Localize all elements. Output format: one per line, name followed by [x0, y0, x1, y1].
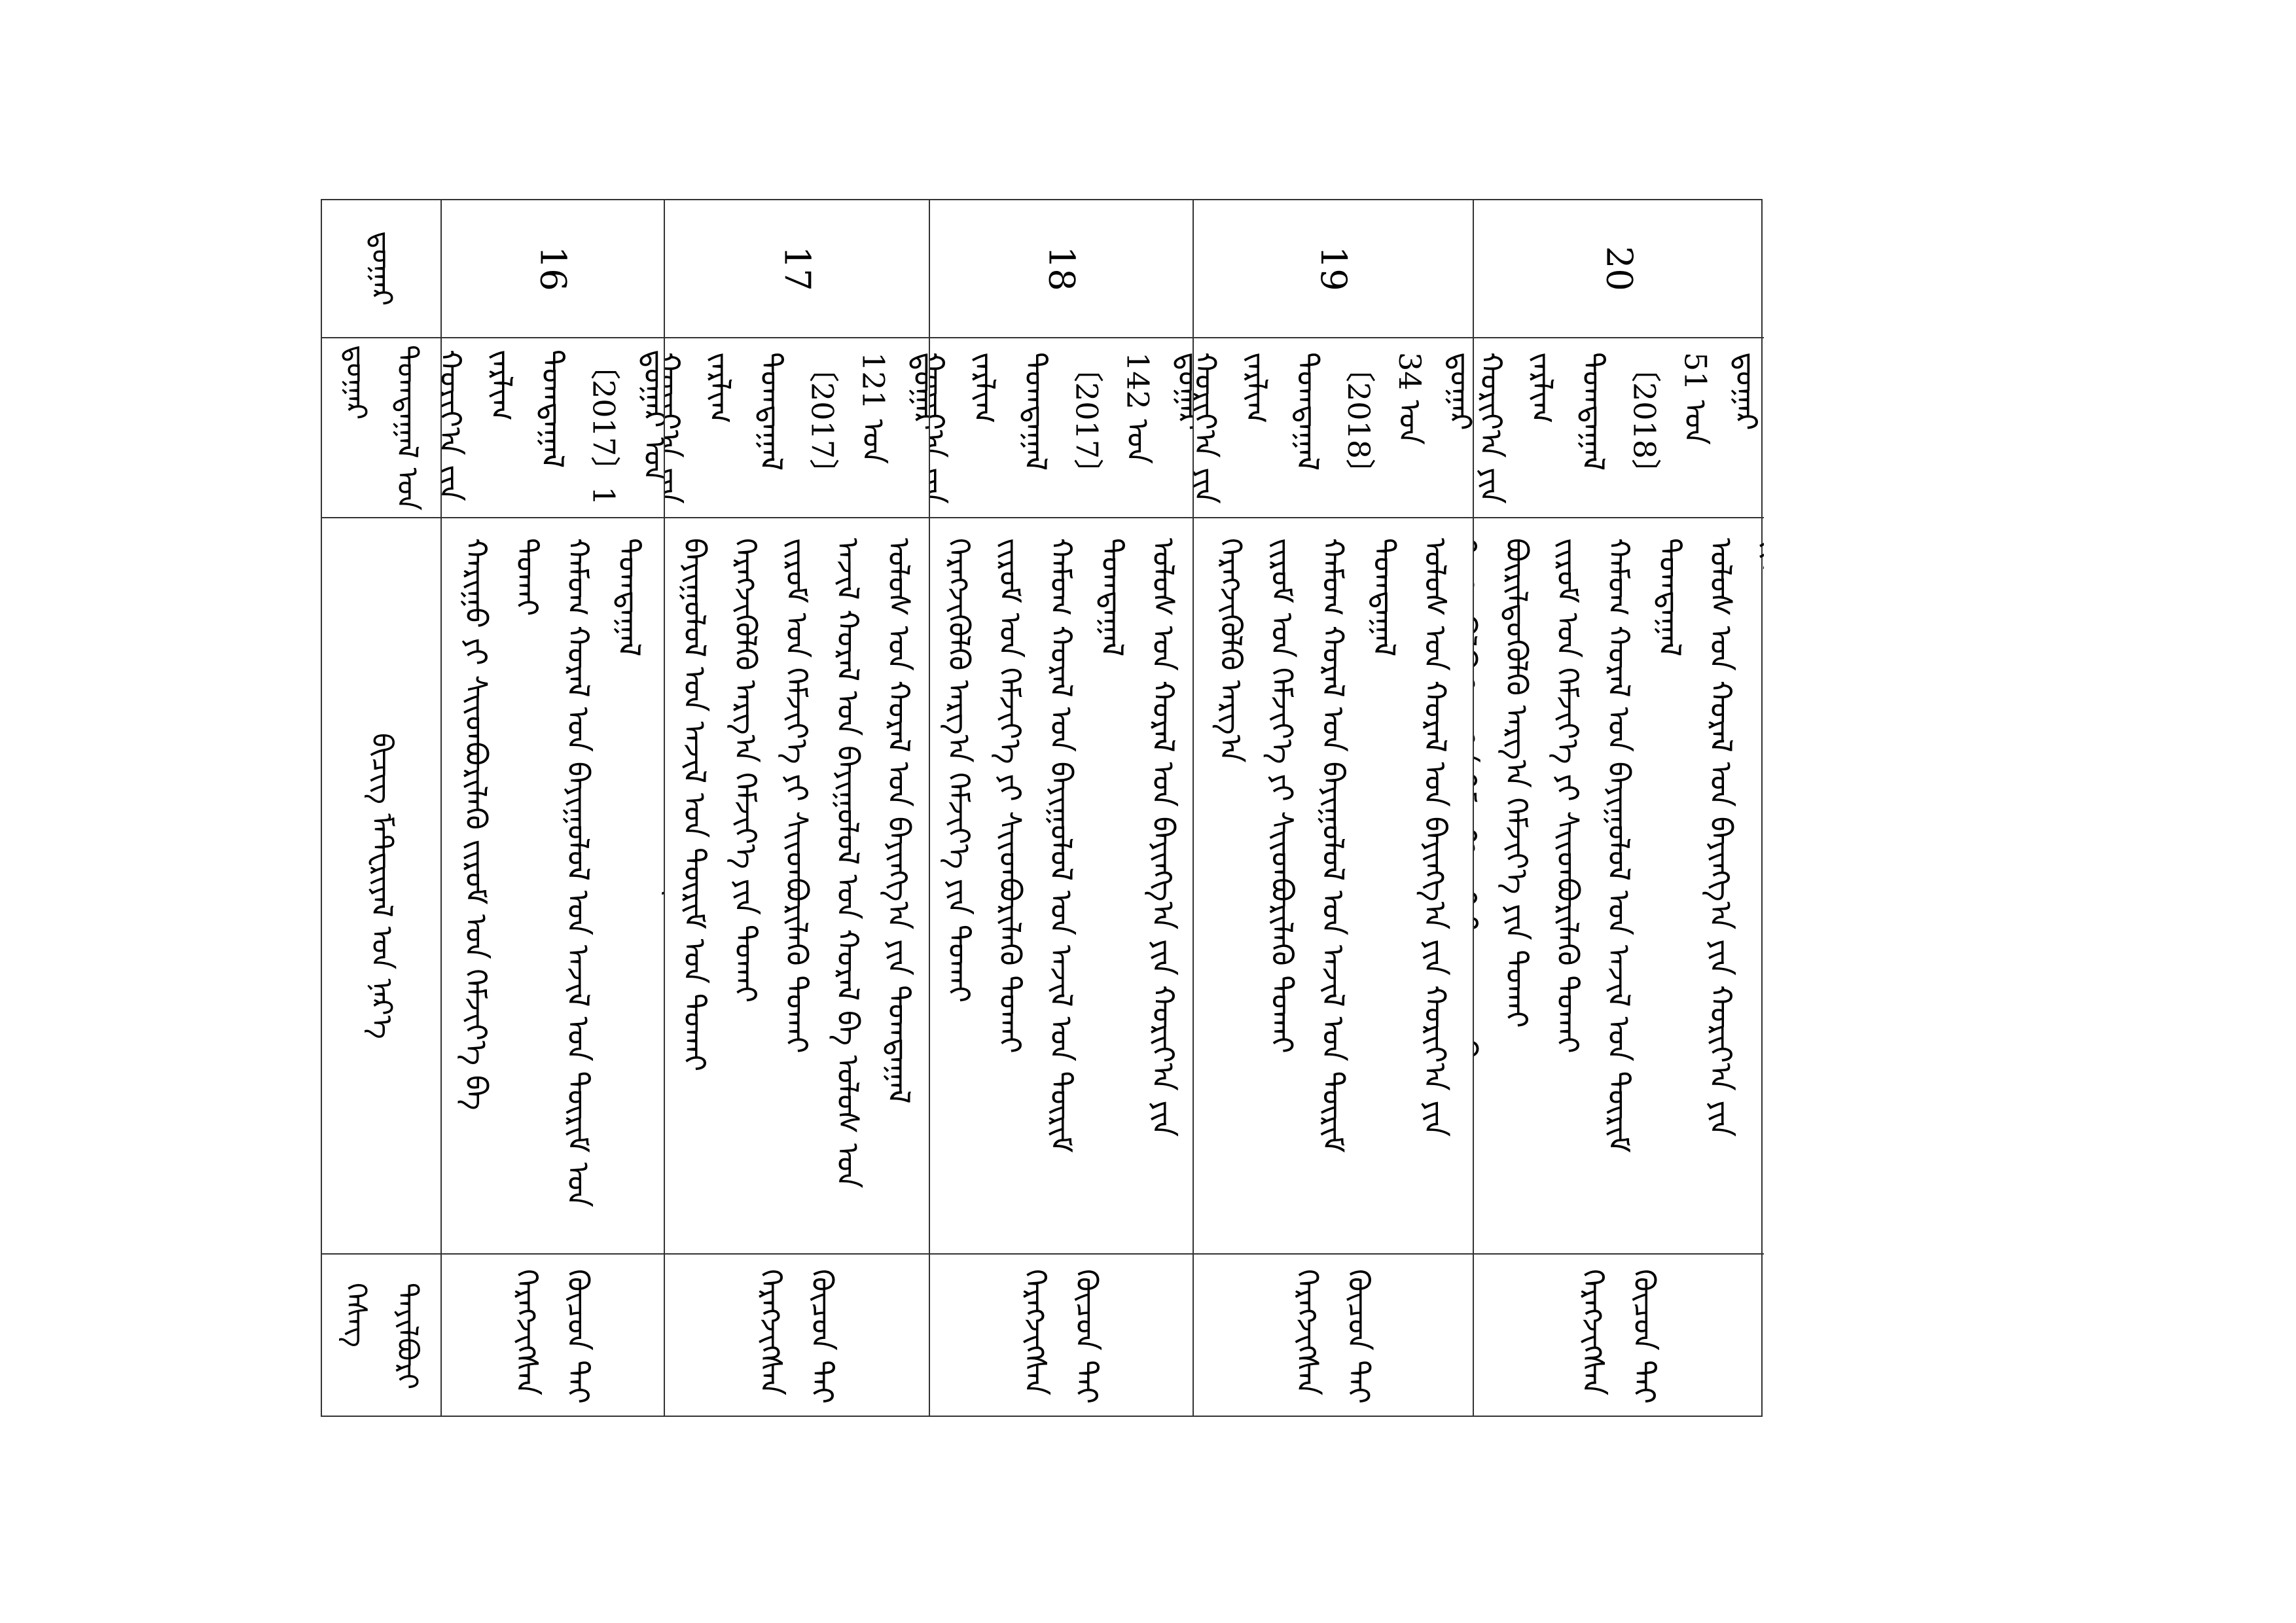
header-status: ᠲᠠᠶᠢᠯᠪᠤᠷᠢ ᠬᠡᠰᠡᠭ [339, 1283, 424, 1390]
row-number: 18 [1041, 246, 1083, 291]
row-status: ᠬᠦᠴᠦᠨ ᠲᠡᠢ ᠬᠡᠷᠡᠭᠵᠢᠭᠰᠡᠨ [509, 1268, 596, 1404]
header-title-cell: ᠪᠢᠴᠢᠭ ᠮᠠᠲ᠋ᠧᠷᠢᠶᠠᠯ ᠤᠨ ᠨᠡᠷ᠎ᠡ [322, 517, 440, 1253]
row-status: ᠬᠦᠴᠦᠨ ᠲᠡᠢ ᠬᠡᠷᠡᠭᠵᠢᠭᠰᠡᠨ [753, 1268, 840, 1404]
row-number: 16 [532, 246, 574, 291]
header-status-cell: ᠲᠠᠶᠢᠯᠪᠤᠷᠢ ᠬᠡᠰᠡᠭ [322, 1253, 440, 1418]
row-reference: ᠳ᠋ᠤᠭᠠᠷ ᠣᠨ 〔2017〕1 ᠲᠣᠭᠲᠠᠭᠠᠯ ᠵᠠᠷᠯᠢᠭ ᠬᠣᠷᠢᠶ᠎… [442, 349, 664, 506]
header-number-cell: ᠳ᠋ᠤᠭᠠᠷ [322, 200, 440, 337]
row-status: ᠬᠦᠴᠦᠨ ᠲᠡᠢ ᠬᠡᠷᠡᠭᠵᠢᠭᠰᠡᠨ [1018, 1268, 1105, 1404]
row-number: 20 [1598, 246, 1640, 291]
row-title: ᠤᠯᠤᠰ ᠤᠨ ᠬᠤᠷᠠᠯ ᠤᠨ ᠪᠠᠶᠢᠩᠭ᠎ᠠ ᠶᠢᠨ ᠬᠣᠷᠢᠶ᠎ᠠ ᠶᠢ… [941, 538, 1181, 1153]
table-row: 20 ᠳ᠋ᠤᠭᠠᠷ 51 ᠣᠨ 〔2018〕 ᠲᠣᠭᠲᠠᠭᠠᠯ ᠵᠠᠷᠯᠢᠭ ᠬ… [1473, 200, 1764, 1416]
header-reference-cell: ᠲᠣᠭᠲᠠᠭᠠᠯ ᠤᠨ ᠳ᠋ᠤᠭᠠᠷ [322, 337, 440, 517]
regulations-table: ᠳ᠋ᠤᠭᠠᠷ ᠲᠣᠭᠲᠠᠭᠠᠯ ᠤᠨ ᠳ᠋ᠤᠭᠠᠷ ᠪᠢᠴᠢᠭ ᠮᠠᠲ᠋ᠧᠷᠢᠶ… [321, 199, 1764, 1417]
row-reference: ᠳ᠋ᠤᠭᠠᠷ 142 ᠣᠨ 〔2017〕 ᠲᠣᠭᠲᠠᠭᠠᠯ ᠵᠠᠷᠯᠢᠭ ᠬᠣᠷ… [930, 351, 1193, 504]
header-number: ᠳ᠋ᠤᠭᠠᠷ [365, 231, 399, 306]
table-row: 17 ᠳ᠋ᠤᠭᠠᠷ 121 ᠣᠨ 〔2017〕 ᠲᠣᠭᠲᠠᠭᠠᠯ ᠵᠠᠷᠯᠢᠭ … [664, 200, 929, 1416]
table-row: 19 ᠳ᠋ᠤᠭᠠᠷ 34 ᠣᠨ 〔2018〕 ᠲᠣᠭᠲᠠᠭᠠᠯ ᠵᠠᠷᠯᠢᠭ ᠬ… [1193, 200, 1473, 1416]
row-number: 17 [776, 246, 818, 291]
row-status: ᠬᠦᠴᠦᠨ ᠲᠡᠢ ᠬᠡᠷᠡᠭᠵᠢᠭᠰᠡᠨ [1290, 1268, 1376, 1404]
row-title: ᠤᠯᠤᠰ ᠤᠨ ᠬᠤᠷᠠᠯ ᠤᠨ ᠪᠠᠶᠢᠩᠭ᠎ᠠ ᠶᠢᠨ ᠬᠣᠷᠢᠶ᠎ᠠ ᠶᠢ… [1213, 538, 1453, 1153]
header-reference: ᠲᠣᠭᠲᠠᠭᠠᠯ ᠤᠨ ᠳ᠋ᠤᠭᠠᠷ [339, 344, 424, 511]
header-title: ᠪᠢᠴᠢᠭ ᠮᠠᠲ᠋ᠧᠷᠢᠶᠠᠯ ᠤᠨ ᠨᠡᠷ᠎ᠡ [365, 732, 399, 1039]
header-column: ᠳ᠋ᠤᠭᠠᠷ ᠲᠣᠭᠲᠠᠭᠠᠯ ᠤᠨ ᠳ᠋ᠤᠭᠠᠷ ᠪᠢᠴᠢᠭ ᠮᠠᠲ᠋ᠧᠷᠢᠶ… [322, 200, 440, 1416]
table-row: 18 ᠳ᠋ᠤᠭᠠᠷ 142 ᠣᠨ 〔2017〕 ᠲᠣᠭᠲᠠᠭᠠᠯ ᠵᠠᠷᠯᠢᠭ … [929, 200, 1193, 1416]
row-title: ᠤᠯᠤᠰ ᠤᠨ ᠬᠤᠷᠠᠯ ᠤᠨ ᠪᠠᠶᠢᠩᠭ᠎ᠠ ᠶᠢᠨ ᠲᠣᠭᠲᠠᠭᠠᠯ ᠠ… [677, 538, 917, 1188]
row-reference: ᠳ᠋ᠤᠭᠠᠷ 121 ᠣᠨ 〔2017〕 ᠲᠣᠭᠲᠠᠭᠠᠯ ᠵᠠᠷᠯᠢᠭ ᠬᠣᠷ… [665, 351, 929, 504]
row-status: ᠬᠦᠴᠦᠨ ᠲᠡᠢ ᠬᠡᠷᠡᠭᠵᠢᠭᠰᠡᠨ [1575, 1268, 1662, 1404]
row-reference: ᠳ᠋ᠤᠭᠠᠷ 34 ᠣᠨ 〔2018〕 ᠲᠣᠭᠲᠠᠭᠠᠯ ᠵᠠᠷᠯᠢᠭ ᠬᠣᠷᠢ… [1194, 351, 1473, 504]
table-row: 16 ᠳ᠋ᠤᠭᠠᠷ ᠣᠨ 〔2017〕1 ᠲᠣᠭᠲᠠᠭᠠᠯ ᠵᠠᠷᠯᠢᠭ ᠬᠣᠷ… [440, 200, 664, 1416]
row-title: ᠤᠯᠤᠰ ᠤᠨ ᠬᠤᠷᠠᠯ ᠤᠨ ᠪᠠᠶᠢᠩᠭ᠎ᠠ ᠶᠢᠨ ᠬᠣᠷᠢᠶ᠎ᠠ ᠶᠢ… [442, 538, 664, 1207]
row-title: ᠵᠢᠯ ᠤᠯᠤᠰ ᠤᠨ ᠬᠤᠷᠠᠯ ᠤᠨ ᠪᠠᠶᠢᠩᠭ᠎ᠠ ᠶᠢᠨ ᠬᠣᠷᠢᠶ᠎… [1474, 538, 1764, 1153]
row-reference: ᠳ᠋ᠤᠭᠠᠷ 51 ᠣᠨ 〔2018〕 ᠲᠣᠭᠲᠠᠭᠠᠯ ᠵᠠᠷᠯᠢᠭ ᠬᠣᠷᠢ… [1474, 351, 1764, 504]
row-number: 19 [1313, 246, 1354, 291]
